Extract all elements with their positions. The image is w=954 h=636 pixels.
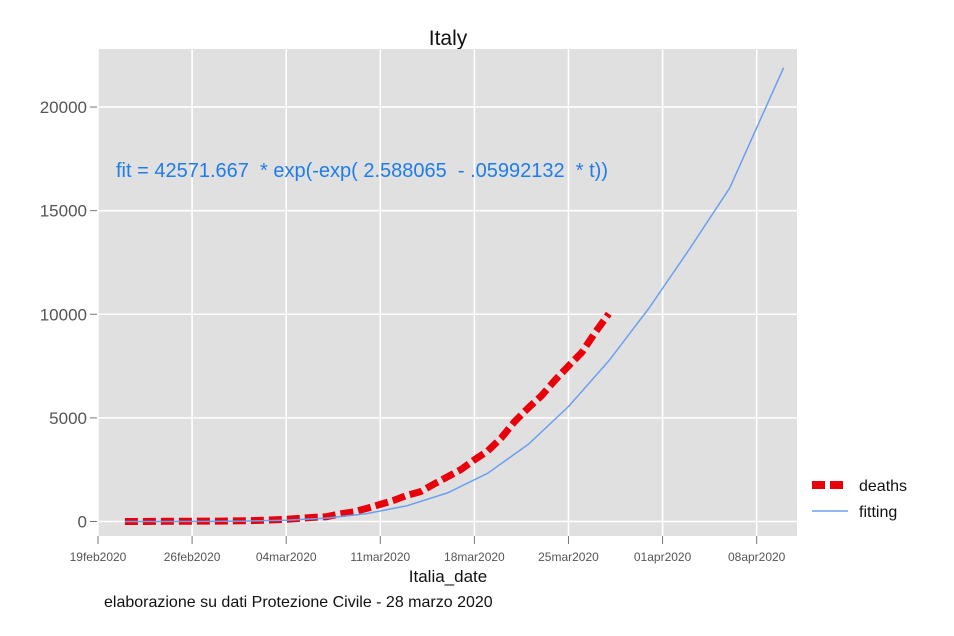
- x-tick-label: 25mar2020: [538, 550, 599, 564]
- legend-label-fitting: fitting: [859, 504, 897, 521]
- grid: [97, 49, 797, 536]
- x-tick-label: 18mar2020: [444, 550, 505, 564]
- x-tick-label: 26feb2020: [164, 550, 221, 564]
- y-tick-label: 0: [78, 512, 87, 531]
- legend-label-deaths: deaths: [859, 478, 907, 495]
- chart-title: Italy: [429, 27, 468, 50]
- x-tick-label: 01apr2020: [634, 550, 692, 564]
- x-axis-label: Italia_date: [409, 567, 487, 586]
- y-tick-label: 20000: [40, 98, 87, 117]
- fit-annotation: fit = 42571.667 * exp(-exp( 2.588065 - .…: [116, 160, 608, 182]
- x-tick-label: 08apr2020: [728, 550, 786, 564]
- y-axis: 0 5000 10000 15000 20000: [40, 98, 97, 531]
- series-fitting-line: [124, 67, 785, 523]
- y-tick-label: 15000: [40, 202, 87, 221]
- caption: elaborazione su dati Protezione Civile -…: [104, 594, 493, 611]
- x-axis: 19feb2020 26feb2020 04mar2020 11mar2020 18ma…: [70, 536, 786, 564]
- x-tick-label: 04mar2020: [256, 550, 317, 564]
- series-lines: [124, 67, 785, 525]
- x-tick-label: 19feb2020: [70, 550, 127, 564]
- plot-background: [98, 49, 797, 536]
- y-tick-label: 5000: [49, 409, 87, 428]
- x-tick-label: 11mar2020: [350, 550, 410, 564]
- legend: deaths fitting: [812, 478, 907, 521]
- y-tick-label: 10000: [40, 305, 87, 324]
